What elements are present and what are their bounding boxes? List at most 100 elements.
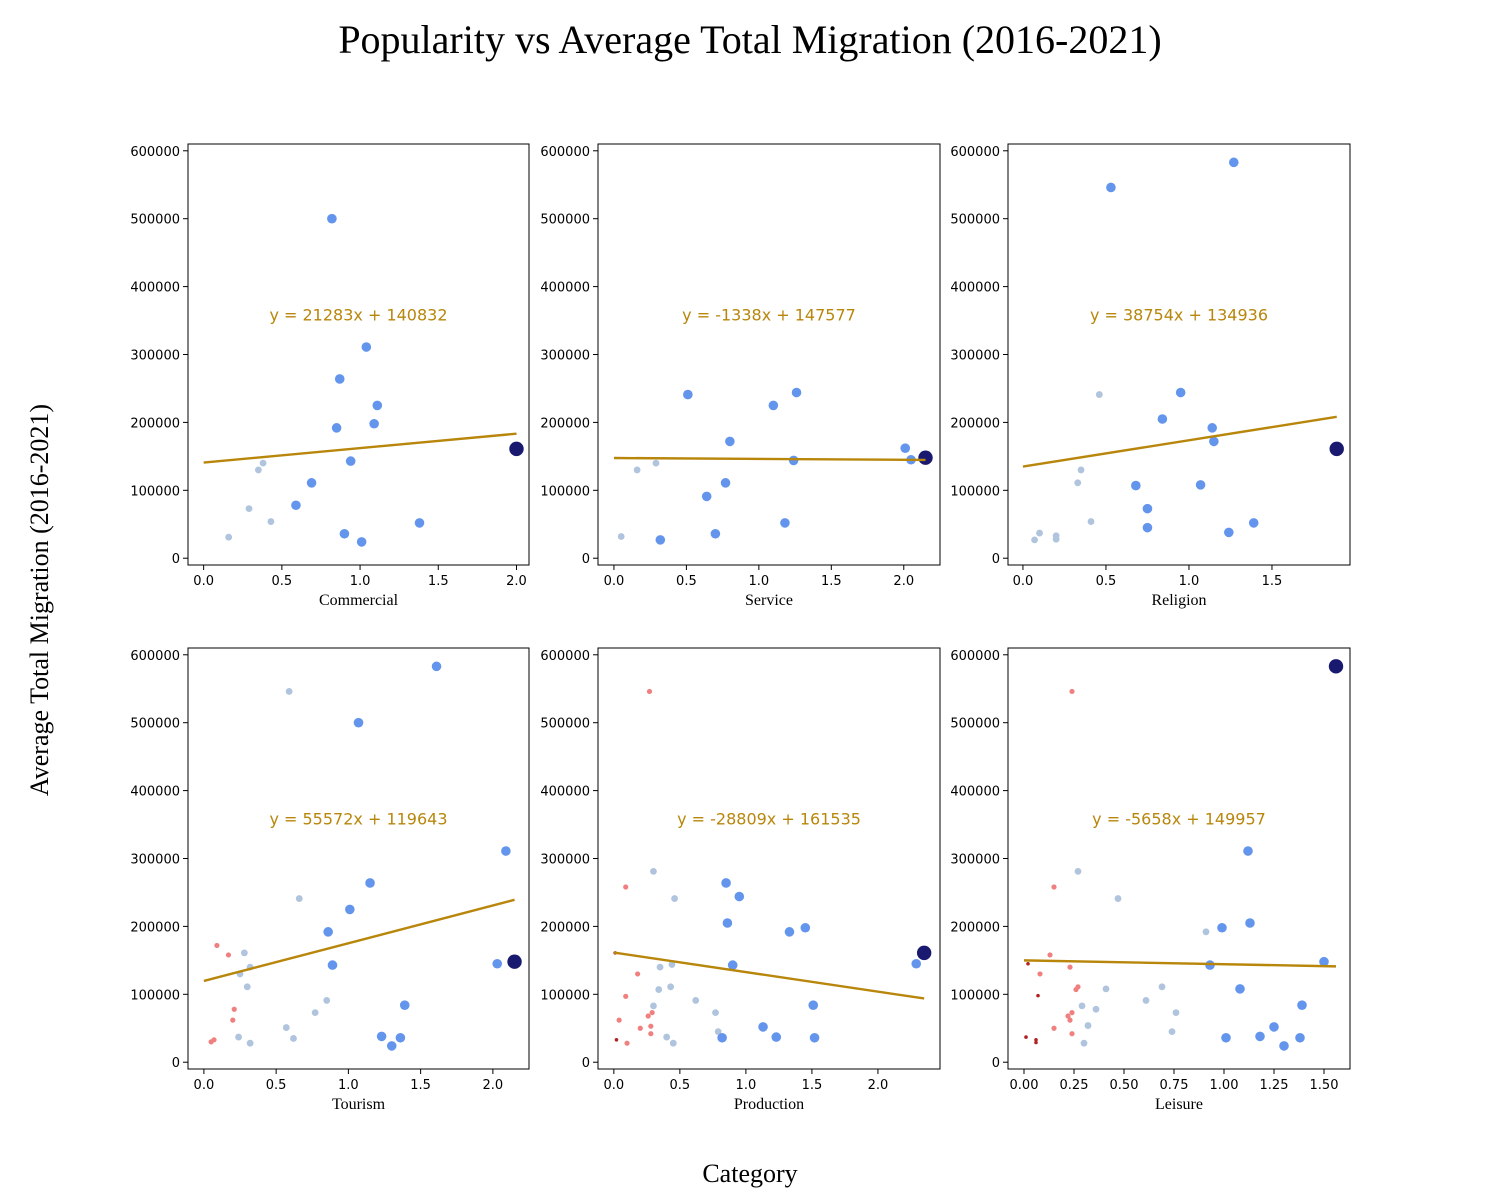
data-point bbox=[635, 971, 641, 977]
data-point bbox=[365, 878, 375, 888]
y-tick-label: 0 bbox=[582, 552, 590, 567]
axes-frame bbox=[597, 647, 941, 1070]
data-point bbox=[1297, 1000, 1307, 1010]
x-axis-label: Service bbox=[745, 592, 793, 609]
data-point bbox=[1158, 983, 1166, 991]
regression-line bbox=[613, 951, 925, 1000]
data-point bbox=[1142, 522, 1153, 533]
x-tick-label: 1.0 bbox=[350, 574, 371, 589]
data-point bbox=[623, 993, 629, 999]
data-point bbox=[230, 1017, 236, 1023]
x-tick-label: 1.0 bbox=[749, 574, 770, 589]
regression-line bbox=[1023, 959, 1337, 968]
x-tick-label: 1.50 bbox=[1310, 1078, 1339, 1093]
data-point bbox=[1329, 441, 1344, 457]
data-point bbox=[334, 374, 345, 384]
data-point bbox=[648, 1031, 654, 1037]
data-point bbox=[1051, 884, 1057, 890]
data-point bbox=[356, 537, 367, 547]
x-tick-label: 1.5 bbox=[410, 1078, 431, 1093]
data-point bbox=[1209, 436, 1219, 447]
regression-equation: y = -5658x + 149957 bbox=[1092, 810, 1266, 829]
y-tick-label: 500000 bbox=[950, 213, 1000, 228]
y-tick-label: 300000 bbox=[950, 853, 1000, 868]
data-point bbox=[246, 1039, 254, 1047]
x-tick-label: 0.5 bbox=[1096, 574, 1117, 589]
data-point bbox=[327, 960, 338, 970]
y-tick-label: 0 bbox=[992, 552, 1000, 567]
data-point bbox=[616, 1017, 622, 1023]
data-point bbox=[1207, 423, 1218, 433]
data-point bbox=[1065, 1013, 1071, 1019]
data-point bbox=[648, 1023, 654, 1029]
data-point bbox=[1069, 1010, 1075, 1016]
data-point bbox=[1235, 984, 1245, 994]
y-tick-label: 200000 bbox=[950, 920, 1000, 935]
y-tick-label: 200000 bbox=[130, 920, 180, 935]
y-tick-label: 100000 bbox=[950, 484, 1000, 499]
data-point bbox=[1024, 1035, 1028, 1039]
y-tick-label: 100000 bbox=[130, 484, 180, 499]
y-tick-label: 600000 bbox=[130, 145, 180, 160]
data-point bbox=[1224, 527, 1234, 538]
data-point bbox=[399, 1000, 410, 1010]
data-point bbox=[780, 518, 790, 528]
data-point bbox=[259, 459, 267, 467]
y-tick-label: 400000 bbox=[540, 785, 590, 800]
data-point bbox=[918, 450, 933, 465]
data-point bbox=[1075, 984, 1081, 990]
data-point bbox=[1195, 480, 1206, 490]
data-point bbox=[623, 884, 629, 890]
x-tick-label: 1.25 bbox=[1260, 1078, 1289, 1093]
data-point bbox=[376, 1031, 387, 1042]
data-point bbox=[1202, 928, 1210, 936]
data-point bbox=[1036, 993, 1040, 998]
data-point bbox=[254, 466, 262, 474]
y-tick-label: 400000 bbox=[950, 281, 1000, 296]
x-tick-label: 0.0 bbox=[194, 1078, 215, 1093]
data-point bbox=[231, 1006, 237, 1012]
data-point bbox=[721, 878, 731, 888]
data-point bbox=[712, 1009, 719, 1017]
axes-frame bbox=[187, 647, 530, 1070]
data-point bbox=[911, 958, 922, 969]
data-point bbox=[1031, 536, 1038, 544]
data-point bbox=[1157, 414, 1168, 424]
data-point bbox=[1295, 1032, 1305, 1043]
data-point bbox=[1243, 846, 1253, 856]
data-point bbox=[240, 949, 248, 957]
x-tick-label: 0.5 bbox=[266, 1078, 287, 1093]
x-tick-label: 0.0 bbox=[193, 574, 214, 589]
y-tick-label: 400000 bbox=[540, 281, 590, 296]
data-point bbox=[1217, 922, 1227, 933]
y-tick-label: 600000 bbox=[950, 649, 1000, 664]
axes-frame bbox=[187, 143, 530, 566]
data-point bbox=[1102, 985, 1110, 993]
data-point bbox=[617, 533, 625, 540]
subplot-commercial: 0 100000 200000 300000 400000 500000 600000 0.0… bbox=[130, 143, 530, 609]
data-point bbox=[645, 1013, 651, 1019]
data-point bbox=[1319, 956, 1329, 967]
y-tick-label: 500000 bbox=[540, 213, 590, 228]
subplot-religion: 0 100000 200000 300000 400000 500000 600000 0.0… bbox=[950, 143, 1351, 609]
data-point bbox=[734, 891, 745, 902]
regression-equation: y = -1338x + 147577 bbox=[682, 306, 856, 325]
regression-equation: y = 38754x + 134936 bbox=[1090, 306, 1268, 325]
data-point bbox=[431, 661, 442, 672]
x-tick-label: 0.5 bbox=[272, 574, 293, 589]
data-point bbox=[339, 528, 350, 539]
data-point bbox=[1080, 1039, 1088, 1047]
data-point bbox=[1095, 391, 1103, 398]
data-point bbox=[386, 1041, 397, 1051]
x-tick-label: 0.0 bbox=[1013, 574, 1034, 589]
x-tick-label: 0.50 bbox=[1110, 1078, 1139, 1093]
data-point bbox=[671, 895, 678, 902]
y-tick-label: 400000 bbox=[130, 785, 180, 800]
x-tick-label: 2.0 bbox=[893, 574, 914, 589]
x-tick-label: 0.0 bbox=[604, 574, 625, 589]
regression-equation: y = 55572x + 119643 bbox=[269, 810, 447, 829]
y-tick-label: 600000 bbox=[130, 649, 180, 664]
y-tick-label: 500000 bbox=[540, 717, 590, 732]
data-point bbox=[372, 400, 383, 411]
data-point bbox=[1067, 964, 1073, 970]
